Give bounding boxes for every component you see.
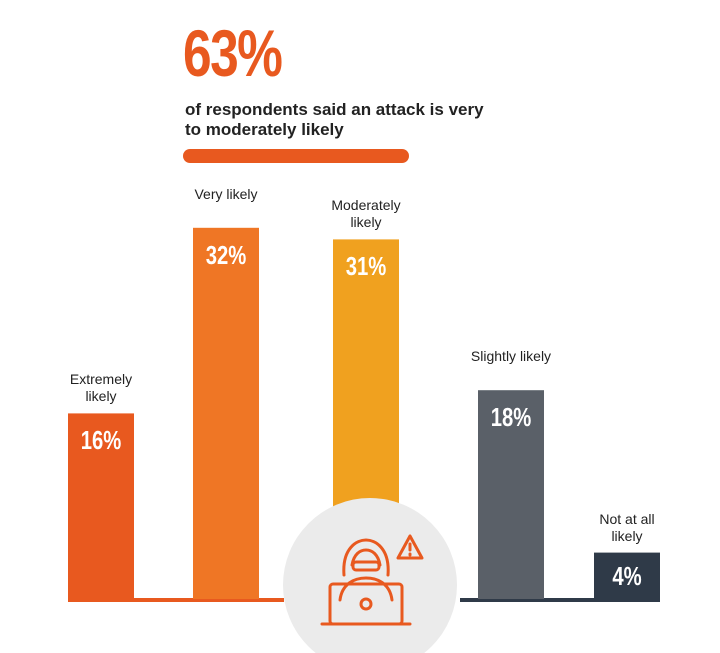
bars [68, 227, 660, 600]
bar-not-at-all-likely [594, 552, 660, 599]
highlight-underline [183, 149, 409, 163]
category-label: Slightly likely [470, 348, 552, 365]
value-label: 16% [80, 425, 122, 456]
value-label: 32% [205, 239, 247, 270]
bar-extremely-likely [68, 413, 134, 599]
value-label: 4% [612, 560, 642, 591]
hacker-at-laptop-icon [320, 534, 424, 626]
value-label: 31% [345, 251, 387, 282]
category-label: Moderately likely [331, 197, 401, 231]
category-label: Very likely [194, 185, 258, 202]
headline-caption: of respondents said an attack is very to… [185, 100, 484, 139]
hacker-icon-badge [283, 498, 457, 653]
bar-slightly-likely [478, 390, 544, 599]
bar-very-likely [193, 227, 259, 600]
category-label: Not at all likely [599, 510, 655, 544]
headline-percent: 63% [183, 16, 283, 90]
category-label: Extremely likely [69, 371, 133, 405]
icon-circle [283, 498, 457, 653]
value-label: 18% [490, 402, 532, 433]
